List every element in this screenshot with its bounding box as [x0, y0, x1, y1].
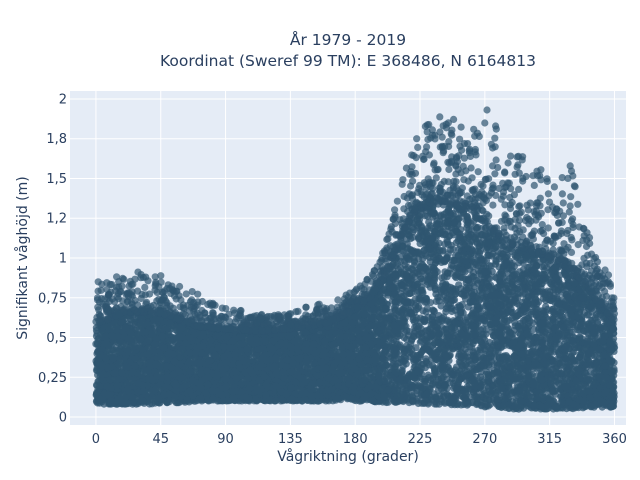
data-point — [442, 305, 450, 313]
data-point — [486, 251, 494, 260]
data-point — [455, 281, 463, 289]
data-point — [412, 344, 420, 352]
data-points — [92, 106, 619, 413]
